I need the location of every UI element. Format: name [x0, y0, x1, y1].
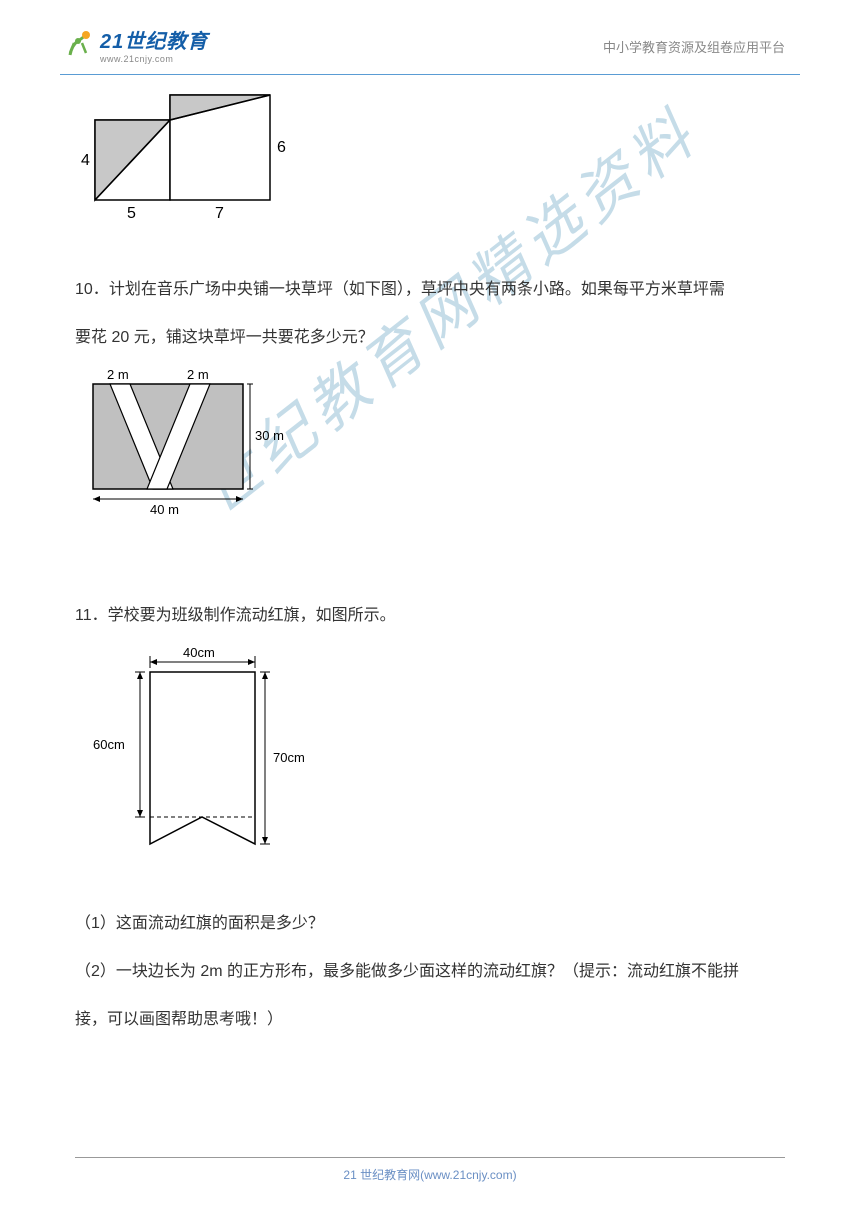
- figure-q10: 2 m 2 m 30 m 40 m: [75, 366, 785, 526]
- logo-text-block: 21世纪教育 www.21cnjy.com: [100, 25, 208, 64]
- q10-line1: 10．计划在音乐广场中央铺一块草坪（如下图），草坪中央有两条小路。如果每平方米草…: [75, 270, 785, 310]
- page-footer: 21 世纪教育网(www.21cnjy.com): [75, 1157, 785, 1184]
- logo: 21世纪教育 www.21cnjy.com: [60, 25, 208, 64]
- svg-text:40 m: 40 m: [150, 502, 179, 517]
- q11-number: 11．: [75, 607, 108, 624]
- page-content: 世纪教育网精选资料 4 5 7 6 10．计划在音乐广场中央铺一块草坪（如下图）…: [0, 75, 860, 1040]
- q10-text1: 计划在音乐广场中央铺一块草坪（如下图），草坪中央有两条小路。如果每平方米草坪需: [109, 281, 725, 298]
- logo-icon: [60, 27, 96, 63]
- q11-line: 11．学校要为班级制作流动红旗，如图所示。: [75, 596, 785, 636]
- svg-text:70cm: 70cm: [273, 750, 305, 765]
- svg-text:5: 5: [127, 205, 136, 222]
- svg-text:7: 7: [215, 205, 224, 222]
- svg-text:2 m: 2 m: [187, 367, 209, 382]
- figure-q11: 40cm 60cm 70cm: [75, 644, 785, 864]
- question-10: 10．计划在音乐广场中央铺一块草坪（如下图），草坪中央有两条小路。如果每平方米草…: [75, 270, 785, 526]
- figure-q9: 4 5 7 6: [75, 90, 785, 230]
- svg-text:40cm: 40cm: [183, 645, 215, 660]
- svg-text:2 m: 2 m: [107, 367, 129, 382]
- svg-text:60cm: 60cm: [93, 737, 125, 752]
- q10-number: 10．: [75, 281, 109, 298]
- question-11: 11．学校要为班级制作流动红旗，如图所示。 40cm: [75, 596, 785, 1040]
- svg-text:6: 6: [277, 139, 286, 156]
- q11-text: 学校要为班级制作流动红旗，如图所示。: [108, 607, 396, 624]
- header-right-text: 中小学教育资源及组卷应用平台: [603, 37, 785, 56]
- svg-text:4: 4: [81, 152, 90, 169]
- q11-sub2-cont: 接，可以画图帮助思考哦！）: [75, 1000, 785, 1040]
- q11-sub1: （1）这面流动红旗的面积是多少？: [75, 904, 785, 944]
- svg-text:30 m: 30 m: [255, 428, 284, 443]
- logo-title: 21世纪教育: [100, 25, 208, 54]
- page-header: 21世纪教育 www.21cnjy.com 中小学教育资源及组卷应用平台: [0, 0, 860, 74]
- footer-text: 21 世纪教育网(www.21cnjy.com): [343, 1168, 516, 1182]
- logo-subtitle: www.21cnjy.com: [100, 54, 208, 64]
- q11-sub2: （2）一块边长为 2m 的正方形布，最多能做多少面这样的流动红旗？（提示：流动红…: [75, 952, 785, 992]
- q10-line2: 要花 20 元，铺这块草坪一共要花多少元？: [75, 318, 785, 358]
